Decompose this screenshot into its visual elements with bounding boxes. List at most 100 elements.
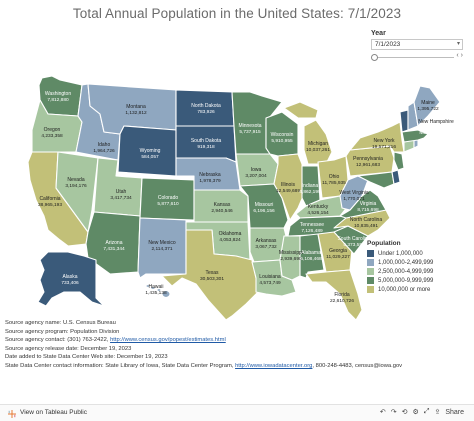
state-value-label: 12,961,683: [356, 162, 380, 168]
state-value-label: 3,194,176: [65, 183, 87, 189]
state-name-label: Virginia: [360, 201, 377, 207]
source-link[interactable]: http://www.iowadatacenter.org: [235, 362, 313, 369]
state-south-dakota[interactable]: [175, 125, 237, 163]
state-name-label: Utah: [116, 189, 127, 195]
state-name-label: New Hampshire: [418, 119, 454, 125]
state-florida[interactable]: [305, 269, 363, 320]
state-value-label: 11,029,227: [326, 254, 350, 260]
state-name-label: Alaska: [62, 274, 77, 280]
state-name-label: Georgia: [329, 248, 347, 254]
legend: Population Under 1,000,000 1,000,000-2,49…: [367, 240, 433, 294]
state-name-label: California: [39, 196, 60, 202]
legend-swatch: [367, 250, 374, 257]
state-value-label: 2,940,546: [211, 208, 233, 214]
legend-title: Population: [367, 240, 401, 247]
state-name-label: Ohio: [329, 174, 340, 180]
state-name-label: Wisconsin: [271, 132, 294, 138]
legend-label: 1,000,000-2,499,999: [378, 259, 434, 266]
state-name-label: Minnesota: [238, 123, 261, 129]
slider-thumb[interactable]: [371, 54, 378, 61]
state-name-label: Kentucky: [308, 204, 329, 210]
state-vermont[interactable]: [399, 109, 409, 133]
state-nevada[interactable]: [55, 151, 99, 233]
state-new-jersey[interactable]: [393, 151, 405, 171]
year-filter: Year 7/1/2023 ▾ ‹ ›: [371, 30, 463, 62]
legend-item[interactable]: 5,000,000-9,999,999: [367, 276, 433, 285]
state-value-label: 5,373,555: [343, 242, 365, 248]
legend-item[interactable]: 2,500,000-4,999,999: [367, 267, 433, 276]
legend-item[interactable]: 1,000,000-2,499,999: [367, 258, 433, 267]
source-link[interactable]: http://www.census.gov/popest/estimates.h…: [110, 337, 226, 344]
state-name-label: Illinois: [281, 182, 295, 188]
year-filter-label: Year: [371, 30, 386, 37]
state-name-label: Louisiana: [259, 274, 281, 280]
state-value-label: 4,573,749: [259, 280, 281, 286]
state-value-label: 7,431,344: [103, 246, 125, 252]
state-value-label: 22,610,726: [330, 298, 354, 304]
state-value-label: 12,549,689: [276, 188, 300, 194]
state-hawaii[interactable]: [145, 284, 171, 299]
year-slider[interactable]: ‹ ›: [371, 52, 463, 62]
state-name-label: Mississippi: [279, 250, 303, 256]
state-rhode-island[interactable]: [413, 139, 419, 149]
state-value-label: 38,965,193: [38, 202, 62, 208]
year-dropdown[interactable]: 7/1/2023 ▾: [371, 39, 463, 50]
state-alaska[interactable]: [37, 251, 105, 307]
state-name-label: New York: [373, 138, 395, 144]
state-name-label: Texas: [205, 270, 219, 276]
view-on-tableau-public-link[interactable]: View on Tableau Public: [20, 409, 87, 416]
state-name-label: Iowa: [251, 167, 262, 173]
state-name-label: New Mexico: [148, 240, 175, 246]
state-value-label: 7,126,489: [301, 228, 323, 234]
state-value-label: 1,395,722: [417, 106, 439, 112]
redo-icon[interactable]: ↷: [390, 409, 397, 416]
state-illinois[interactable]: [273, 153, 305, 221]
chevron-down-icon: ▾: [456, 41, 460, 47]
slider-arrows-icon[interactable]: ‹ ›: [456, 52, 463, 59]
state-wyoming[interactable]: [117, 125, 177, 177]
state-value-label: 6,862,199: [299, 189, 321, 195]
state-name-label: Nebraska: [199, 172, 221, 178]
legend-label: 2,500,000-4,999,999: [378, 268, 434, 275]
state-value-label: 1,770,071: [343, 196, 365, 202]
legend-label: Under 1,000,000: [378, 250, 423, 257]
share-icon[interactable]: ⇪: [434, 409, 441, 416]
state-texas[interactable]: [161, 229, 259, 320]
undo-icon[interactable]: ↶: [379, 409, 386, 416]
legend-swatch: [367, 277, 374, 284]
state-value-label: 8,715,698: [357, 207, 379, 213]
state-value-label: 2,114,371: [152, 246, 173, 252]
state-massachusetts[interactable]: [401, 129, 429, 143]
state-delaware[interactable]: [391, 169, 401, 185]
source-line: Source agency program: Population Divisi…: [5, 328, 120, 335]
state-michigan-upper[interactable]: [283, 101, 319, 119]
legend-swatch: [367, 268, 374, 275]
settings-icon[interactable]: ⚙: [412, 409, 419, 416]
legend-item[interactable]: 10,000,000 or more: [367, 285, 433, 294]
state-kansas[interactable]: [193, 189, 249, 223]
state-value-label: 1,964,726: [93, 148, 115, 154]
state-value-label: 4,053,824: [219, 237, 241, 243]
state-michigan[interactable]: [303, 119, 333, 165]
state-value-label: 10,835,491: [354, 223, 378, 229]
state-west-virginia[interactable]: [339, 175, 369, 211]
state-name-label: Nevada: [67, 177, 84, 183]
state-name-label: Oklahoma: [219, 231, 242, 237]
legend-item[interactable]: Under 1,000,000: [367, 249, 433, 258]
state-value-label: 4,526,154: [307, 210, 329, 216]
state-name-label: Kansas: [214, 202, 231, 208]
state-name-label: South Dakota: [191, 138, 222, 144]
state-value-label: 5,737,915: [239, 129, 261, 135]
state-value-label: 1,132,812: [125, 110, 147, 116]
state-new-mexico[interactable]: [137, 217, 187, 279]
revert-icon[interactable]: ⟲: [401, 409, 408, 416]
state-value-label: 30,503,301: [200, 276, 224, 282]
legend-swatch: [367, 259, 374, 266]
state-new-york[interactable]: [349, 121, 405, 153]
state-value-label: 1,978,379: [199, 178, 221, 184]
source-line: Source agency contact: (301) 763-2422, h…: [5, 337, 226, 344]
fullscreen-icon[interactable]: ⤢: [423, 408, 430, 415]
state-name-label: Arkansas: [256, 238, 277, 244]
share-button[interactable]: Share: [445, 408, 464, 416]
state-maine[interactable]: [413, 85, 441, 127]
